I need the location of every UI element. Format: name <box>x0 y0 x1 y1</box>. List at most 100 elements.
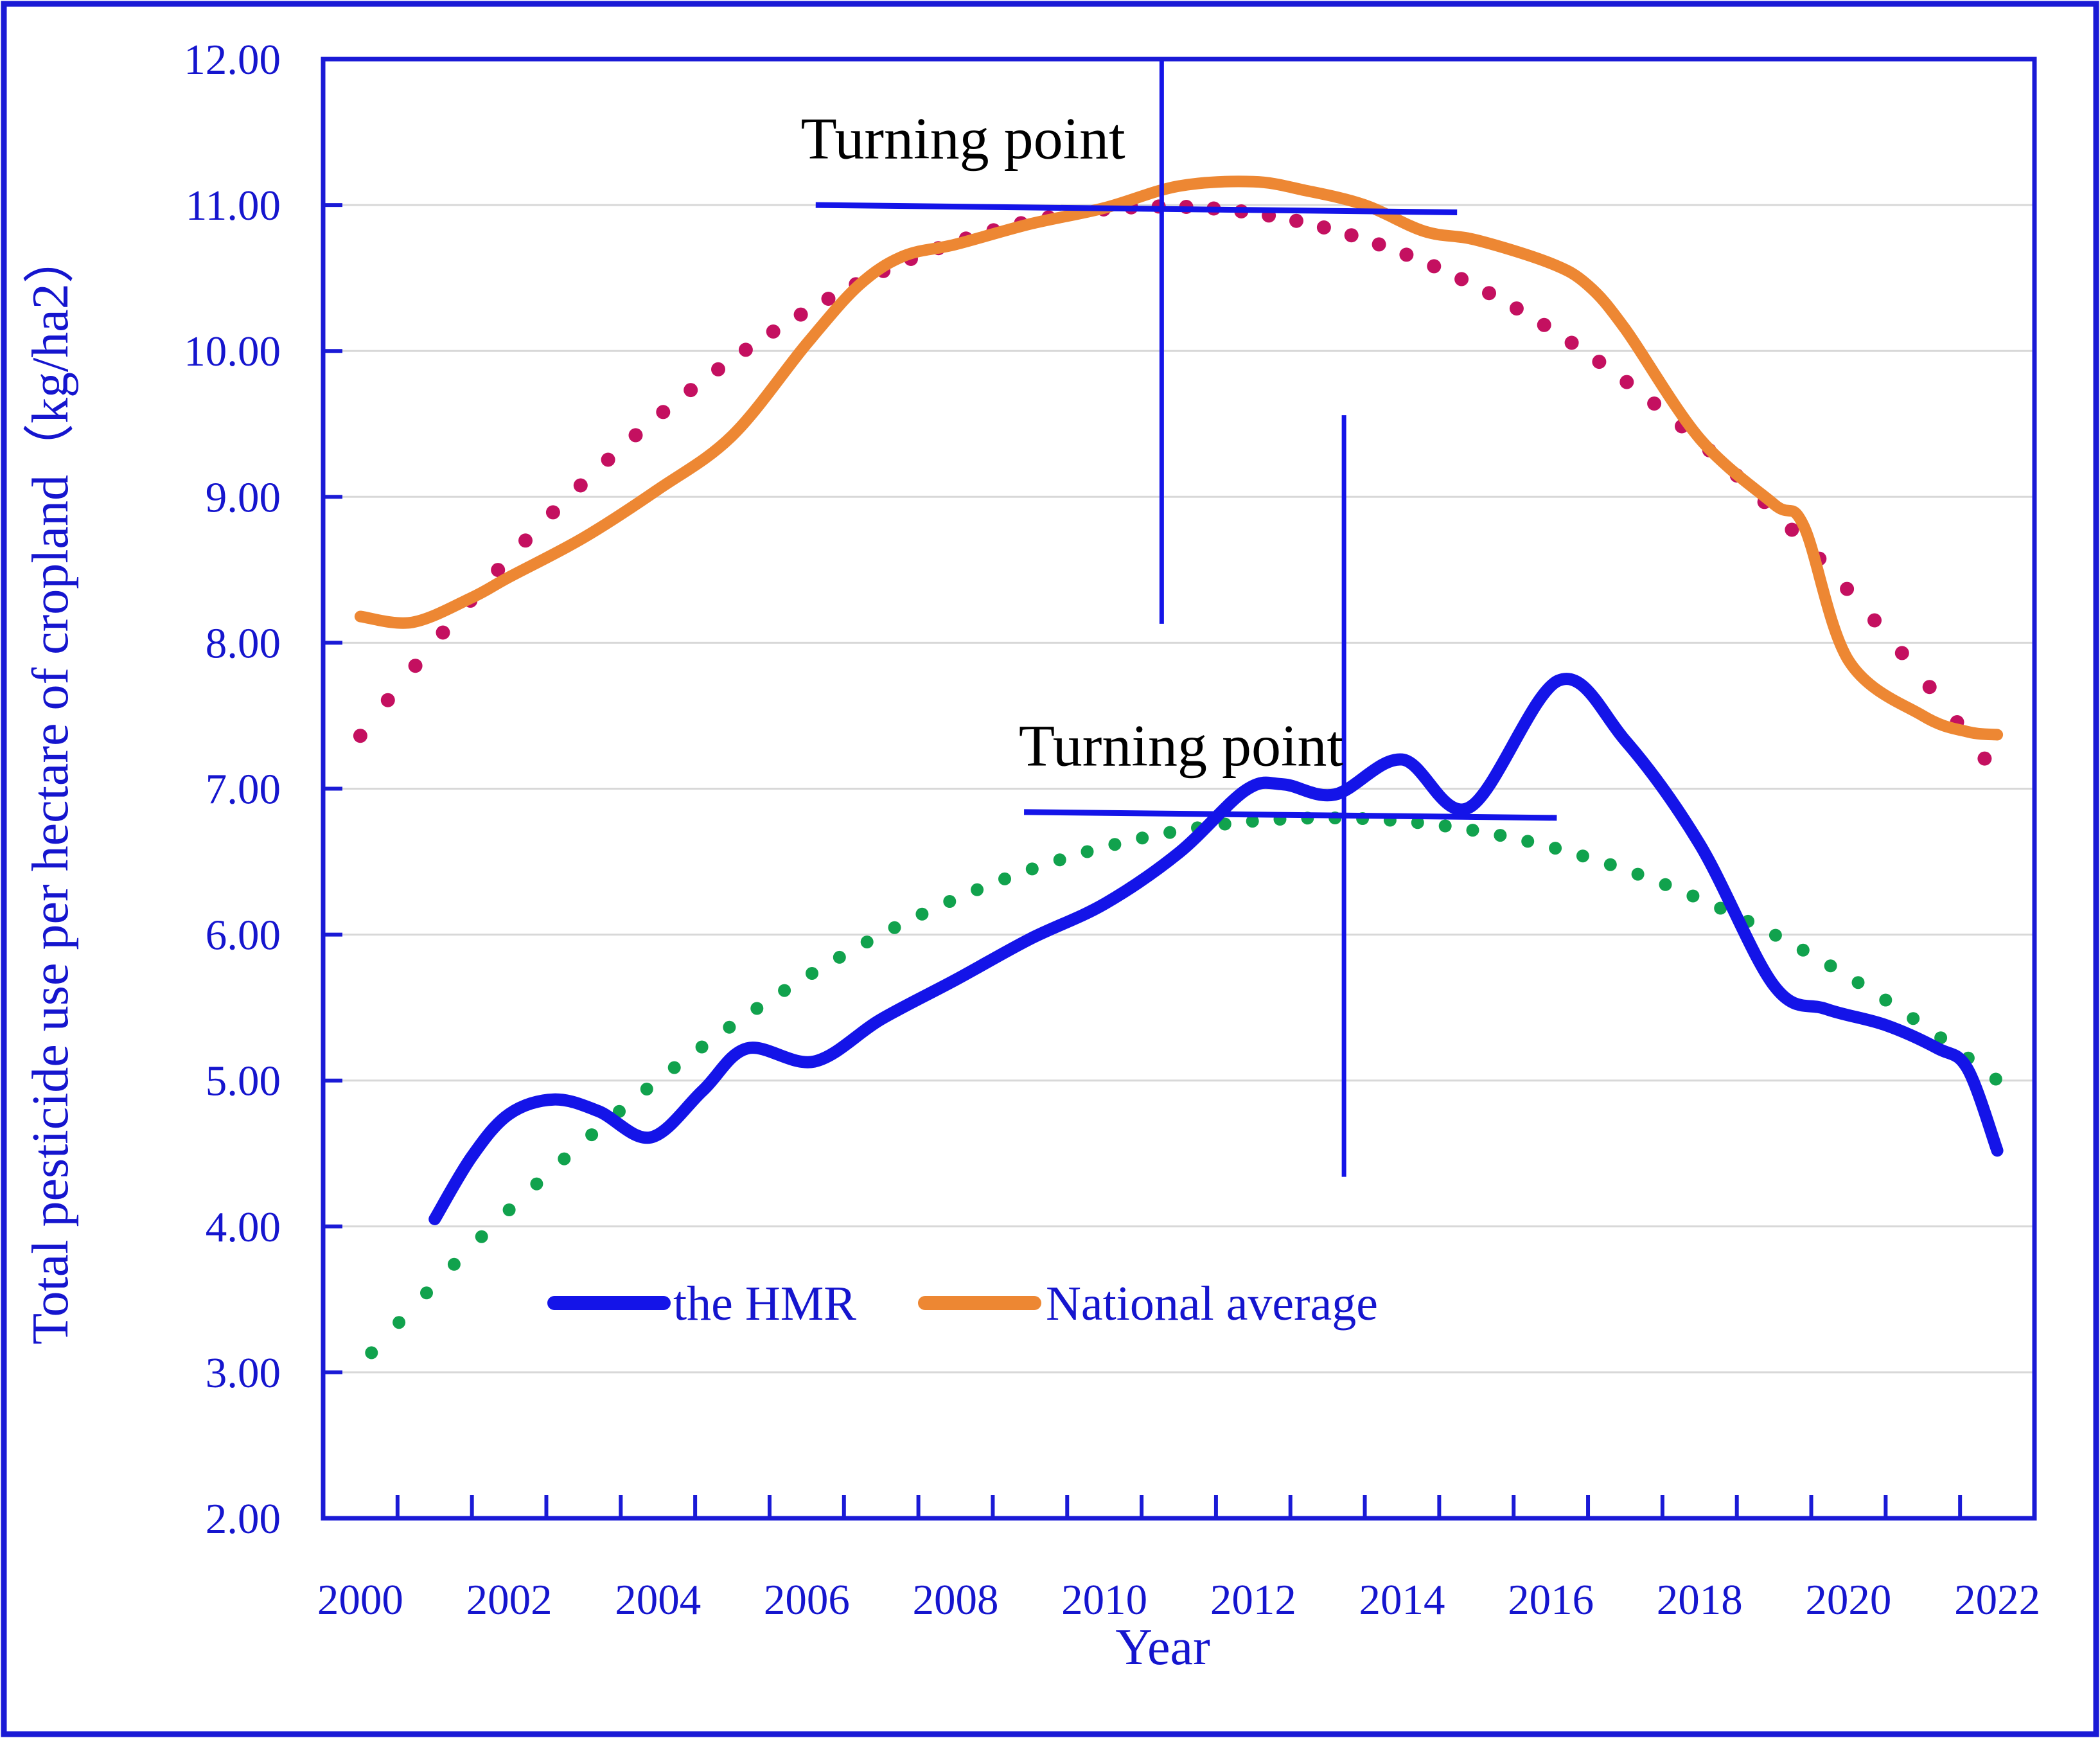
trend-dot-hmr <box>365 1346 378 1360</box>
trend-dot-national <box>518 533 533 548</box>
trend-dot-hmr <box>1108 838 1122 851</box>
trend-dot-hmr <box>1714 901 1727 915</box>
y-tick-label: 10.00 <box>184 328 281 375</box>
y-tick-label: 3.00 <box>206 1349 281 1397</box>
trend-dot-hmr <box>1686 889 1700 903</box>
y-tick-label: 5.00 <box>206 1058 281 1105</box>
trend-dot-hmr <box>778 984 791 997</box>
trend-dot-national <box>1564 335 1579 350</box>
y-axis-ticks <box>323 57 342 1520</box>
y-axis-tick-labels: 2.00 3.00 4.00 5.00 6.00 7.00 8.00 9.00 10.00 11.… <box>184 36 281 1543</box>
trend-dot-hmr <box>1934 1031 1948 1045</box>
trend-dot-hmr <box>1246 815 1259 828</box>
turning-point-hline <box>815 202 1458 215</box>
trend-dot-hmr <box>1576 849 1589 863</box>
trend-dot-hmr <box>1631 867 1645 881</box>
trend-dot-national <box>1454 272 1469 287</box>
y-tick-label: 7.00 <box>206 766 281 813</box>
turning-point-hline <box>1024 809 1557 821</box>
trend-dot-national <box>684 383 698 398</box>
trend-dot-national <box>1977 751 1992 766</box>
turning-point-crosshair-national <box>815 60 1458 624</box>
turning-point-crosshair-hmr <box>1024 415 1557 1177</box>
trend-dot-national <box>545 505 560 520</box>
trend-dot-hmr <box>971 883 984 896</box>
trend-dot-national <box>793 307 808 322</box>
trend-dot-hmr <box>1466 824 1479 837</box>
trend-dot-national <box>1922 680 1937 695</box>
trend-dot-hmr <box>667 1061 681 1074</box>
y-tick-label: 11.00 <box>186 182 281 229</box>
trend-dot-hmr <box>998 872 1011 885</box>
trend-dot-national <box>1482 286 1496 301</box>
x-axis-title: Year <box>1115 1619 1210 1676</box>
turning-point-label-national: Turning point <box>800 106 1125 172</box>
trend-dot-national <box>1647 396 1662 411</box>
x-tick-label: 2012 <box>1210 1576 1296 1624</box>
trend-dot-hmr <box>860 936 874 949</box>
trend-dot-national <box>380 693 395 707</box>
trend-dot-national <box>738 342 753 357</box>
x-tick-label: 2008 <box>913 1576 999 1624</box>
x-tick-label: 2016 <box>1508 1576 1594 1624</box>
trend-dot-hmr <box>1163 826 1177 839</box>
x-axis-tick-labels: 2000 2002 2004 2006 2008 2010 2012 2014 2016 2018… <box>317 1576 2040 1624</box>
gridlines <box>323 204 2034 1374</box>
y-tick-label: 9.00 <box>206 474 281 521</box>
trend-dot-hmr <box>1769 928 1782 942</box>
trend-dot-hmr <box>1907 1012 1920 1025</box>
legend-label-national: National average <box>1046 1277 1378 1331</box>
legend-label-hmr: the HMR <box>673 1277 856 1331</box>
series-hmr-line <box>428 673 2004 1225</box>
trend-dot-hmr <box>1494 829 1507 842</box>
trend-dot-hmr <box>1136 831 1149 845</box>
trend-dot-hmr <box>502 1203 516 1216</box>
trend-dot-hmr <box>1218 817 1231 831</box>
trend-dot-national <box>1840 581 1855 596</box>
trend-dot-hmr <box>1989 1072 2002 1086</box>
trend-dot-national <box>821 292 836 306</box>
trend-dot-hmr <box>558 1152 571 1166</box>
trend-dot-hmr <box>1521 835 1535 848</box>
trend-dot-hmr <box>695 1040 709 1054</box>
trend-dot-hmr <box>420 1286 433 1300</box>
trend-dot-hmr <box>1851 976 1865 989</box>
x-tick-label: 2004 <box>615 1576 701 1624</box>
trend-dot-national <box>1785 522 1799 537</box>
trend-dot-hmr <box>723 1020 736 1034</box>
trend-dot-national <box>1537 317 1551 332</box>
trend-dot-national <box>1344 228 1359 243</box>
trend-dot-hmr <box>1659 878 1672 891</box>
trend-dot-national <box>491 563 506 578</box>
y-tick-label: 8.00 <box>206 619 281 667</box>
y-tick-label: 2.00 <box>206 1495 281 1543</box>
trend-dot-hmr <box>1824 959 1837 973</box>
trend-dot-national <box>601 452 615 467</box>
trend-dot-hmr <box>750 1002 764 1015</box>
trend-dot-hmr <box>640 1083 653 1095</box>
trend-dot-hmr <box>943 895 957 908</box>
y-tick-label: 6.00 <box>206 912 281 959</box>
trend-dot-national <box>1372 237 1386 252</box>
turning-point-label-hmr: Turning point <box>1019 713 1344 778</box>
trend-dot-hmr <box>447 1257 461 1271</box>
x-tick-label: 2020 <box>1805 1576 1891 1624</box>
y-tick-label: 4.00 <box>206 1203 281 1251</box>
trend-dot-national <box>1289 213 1303 228</box>
x-tick-label: 2018 <box>1657 1576 1743 1624</box>
trend-dot-national <box>711 362 725 377</box>
trend-dot-hmr <box>1438 819 1452 833</box>
trend-dot-hmr <box>530 1177 543 1191</box>
trend-dot-hmr <box>585 1128 599 1142</box>
trend-dot-hmr <box>1053 853 1066 867</box>
x-axis-ticks <box>321 1495 2036 1518</box>
trend-dot-hmr <box>888 921 901 934</box>
trend-dot-national <box>1619 375 1634 389</box>
trend-dot-national <box>766 324 781 339</box>
y-axis-title: Total pesticide use per hectare of cropl… <box>22 232 79 1345</box>
trend-dot-national <box>656 405 671 420</box>
trend-dot-national <box>353 729 367 743</box>
